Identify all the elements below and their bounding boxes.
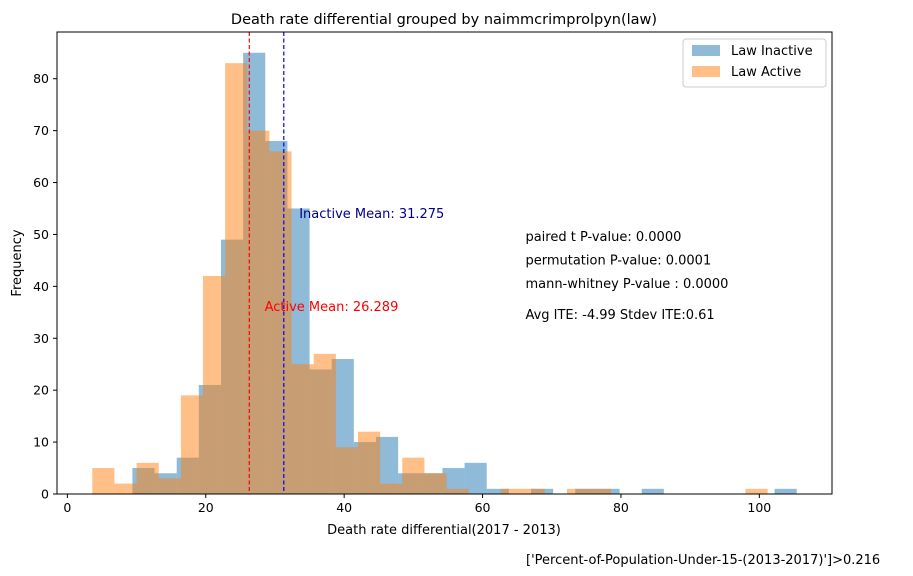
bar-active-17 (500, 488, 523, 494)
bar-active-9 (291, 364, 314, 494)
bar-inactive-16 (486, 488, 509, 494)
bar-active-18 (522, 488, 545, 494)
y-axis-ticks: 0 10 20 30 40 50 60 70 80 (33, 71, 57, 502)
bar-active-11 (335, 447, 358, 494)
bar-active-14 (402, 457, 425, 494)
bar-active-6 (225, 63, 248, 495)
legend-swatch-inactive (692, 45, 720, 56)
bar-active-3 (158, 478, 181, 494)
legend-label-inactive: Law Inactive (731, 44, 813, 59)
x-axis-ticks: 0 20 40 60 80 100 (63, 494, 771, 515)
annotation-1: permutation P-value: 0.0001 (525, 254, 711, 269)
bar-active-2 (136, 462, 159, 494)
bar-active-21 (745, 488, 768, 494)
y-tick-label-20: 20 (33, 383, 49, 398)
plot-frame (56, 31, 833, 495)
x-tick-label-80: 80 (613, 500, 629, 515)
bar-active-7 (247, 130, 270, 494)
mean-lines: Inactive Mean: 31.275 Active Mean: 26.289 (248, 32, 444, 494)
bar-active-15 (424, 473, 447, 494)
bar-active-8 (269, 151, 292, 494)
active-mean-label: Active Mean: 26.289 (265, 300, 399, 315)
bar-inactive-21 (774, 488, 797, 494)
legend-label-active: Law Active (731, 65, 801, 80)
y-tick-label-10: 10 (33, 435, 49, 450)
y-tick-label-0: 0 (41, 487, 49, 502)
statistics-annotations: paired t P-value: 0.0000 permutation P-va… (525, 230, 728, 323)
bar-active-20 (589, 488, 612, 494)
legend: Law Inactive Law Active (682, 38, 827, 88)
bar-active-10 (313, 353, 336, 494)
y-tick-label-80: 80 (33, 71, 49, 86)
footer-note: ['Percent-of-Population-Under-15-(2013-2… (526, 553, 880, 568)
y-tick-label-60: 60 (33, 175, 49, 190)
bar-inactive-11 (376, 436, 399, 494)
bar-active-19 (566, 488, 590, 494)
legend-swatch-active (692, 66, 720, 77)
chart-title: Death rate differential grouped by naimm… (231, 12, 657, 28)
histogram-bars (92, 52, 797, 495)
y-axis-label: Frequency (10, 229, 25, 296)
x-tick-label-0: 0 (63, 500, 71, 515)
x-tick-label-40: 40 (336, 500, 352, 515)
x-tick-label-100: 100 (747, 500, 771, 515)
series-active-bars (92, 63, 768, 495)
x-tick-label-20: 20 (198, 500, 214, 515)
annotation-2: mann-whitney P-value : 0.0000 (525, 277, 728, 292)
bar-active-4 (180, 395, 203, 494)
bar-active-12 (358, 431, 381, 494)
x-axis-label: Death rate differential(2017 - 2013) (327, 523, 561, 538)
bar-active-16 (446, 488, 469, 494)
bar-active-5 (203, 275, 226, 494)
bar-active-0 (92, 468, 115, 494)
annotation-0: paired t P-value: 0.0000 (525, 230, 681, 245)
y-tick-label-30: 30 (33, 331, 49, 346)
annotation-3: Avg ITE: -4.99 Stdev ITE:0.61 (525, 308, 714, 323)
bar-inactive-20 (641, 488, 664, 494)
inactive-mean-label: Inactive Mean: 31.275 (299, 207, 444, 222)
x-tick-label-60: 60 (475, 500, 491, 515)
bar-active-13 (380, 483, 403, 494)
bar-inactive-14 (442, 468, 465, 494)
y-tick-label-70: 70 (33, 123, 49, 138)
bar-active-1 (114, 483, 137, 494)
y-tick-label-50: 50 (33, 227, 49, 242)
bar-inactive-15 (464, 462, 487, 494)
y-tick-label-40: 40 (33, 279, 49, 294)
